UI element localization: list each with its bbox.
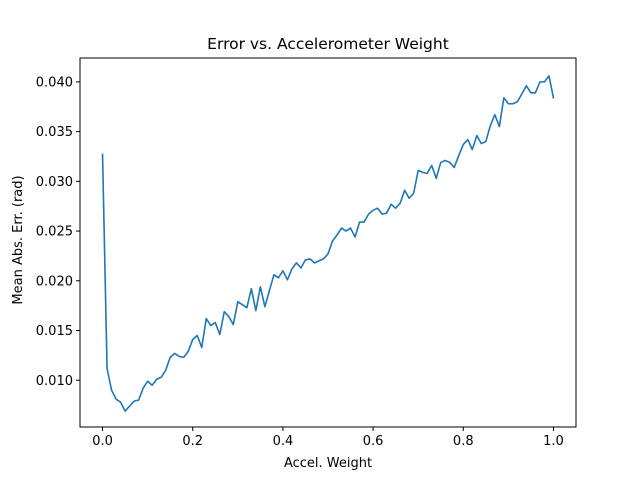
- y-tick-label: 0.030: [36, 175, 73, 190]
- x-tick-label: 0.6: [363, 434, 384, 449]
- chart-title: Error vs. Accelerometer Weight: [207, 35, 449, 53]
- y-tick-label: 0.010: [36, 374, 73, 389]
- series-line-0: [101, 75, 555, 412]
- x-axis-label: Accel. Weight: [284, 456, 372, 471]
- y-tick-label: 0.035: [36, 125, 73, 140]
- x-tick-label: 0.8: [453, 434, 474, 449]
- x-tick-label: 0.2: [182, 434, 203, 449]
- y-tick-label: 0.020: [36, 274, 73, 289]
- y-tick-label: 0.015: [36, 324, 73, 339]
- y-tick-label: 0.025: [36, 225, 73, 240]
- x-tick-label: 1.0: [543, 434, 564, 449]
- x-tick-label: 0.4: [273, 434, 294, 449]
- y-axis-label: Mean Abs. Err. (rad): [11, 175, 26, 304]
- y-tick-label: 0.040: [36, 75, 73, 90]
- x-tick-label: 0.0: [92, 434, 113, 449]
- plot-frame: [79, 57, 577, 428]
